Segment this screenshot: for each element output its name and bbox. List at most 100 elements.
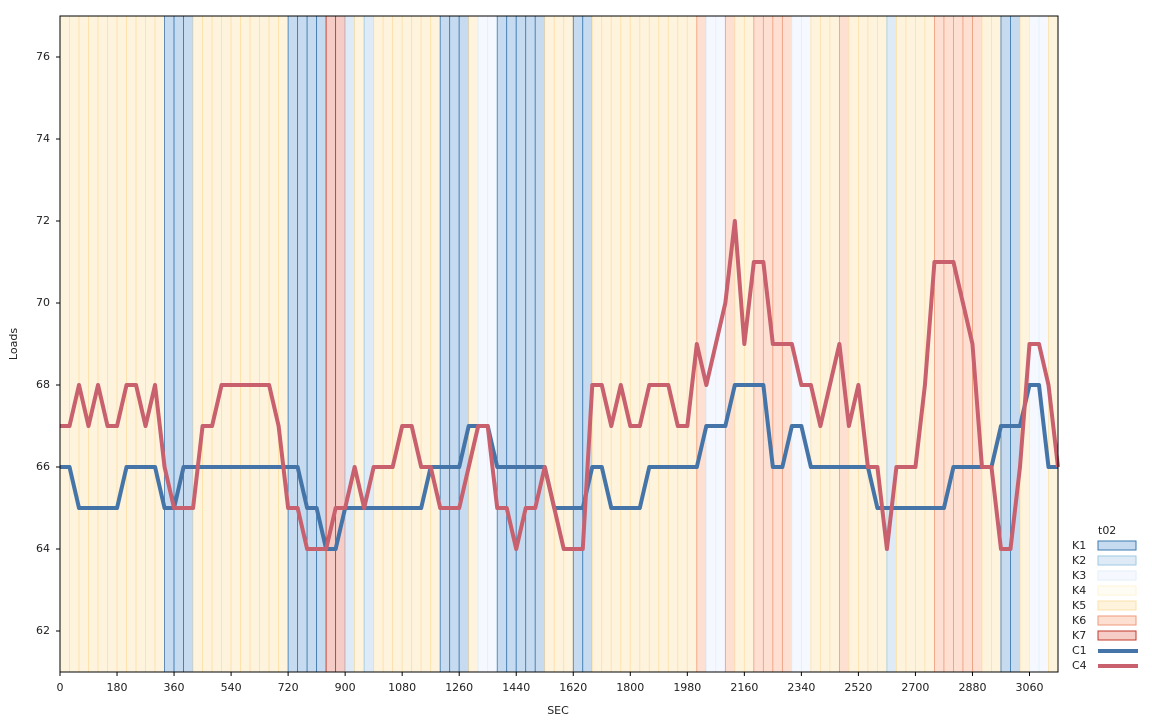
- legend-swatch: [1097, 540, 1137, 551]
- band: [658, 15, 669, 673]
- band: [591, 15, 603, 673]
- band: [411, 15, 422, 673]
- band: [240, 15, 251, 673]
- x-tick-label: 2700: [901, 681, 929, 694]
- band: [496, 15, 508, 673]
- band: [373, 15, 384, 673]
- band: [202, 15, 213, 673]
- band: [896, 15, 907, 673]
- band: [164, 15, 175, 673]
- band: [610, 15, 622, 673]
- band: [145, 15, 156, 673]
- band: [278, 15, 289, 673]
- legend-swatch: [1097, 600, 1137, 611]
- band: [981, 15, 992, 673]
- band: [1048, 15, 1059, 673]
- band: [287, 15, 299, 673]
- legend-label: K3: [1072, 569, 1086, 582]
- legend-swatch: [1097, 615, 1137, 626]
- band: [886, 15, 897, 673]
- y-tick-label: 70: [36, 296, 50, 309]
- band: [135, 15, 146, 673]
- y-tick-label: 68: [36, 378, 50, 391]
- x-tick-label: 3060: [1015, 681, 1043, 694]
- band: [534, 15, 546, 673]
- legend-label: K1: [1072, 539, 1086, 552]
- band: [116, 15, 127, 673]
- band: [154, 15, 165, 673]
- band: [724, 15, 736, 673]
- y-tick-label: 72: [36, 214, 50, 227]
- legend: K1 K2 K3 K4 K5 K6 K7 C1 C4: [1072, 539, 1138, 672]
- band: [458, 15, 470, 673]
- band: [848, 15, 859, 673]
- legend-label: K6: [1072, 614, 1086, 627]
- x-tick-label: 2160: [730, 681, 758, 694]
- y-axis-label: Loads: [7, 328, 20, 360]
- band: [1010, 15, 1021, 673]
- legend-label: K7: [1072, 629, 1086, 642]
- axes: 0 180 360 540 720 900 1080 1260 1440 1620 1800 1980…: [36, 50, 1043, 694]
- band: [506, 15, 517, 673]
- band: [107, 15, 118, 673]
- band: [553, 15, 565, 673]
- band: [677, 15, 688, 673]
- legend-label: C1: [1072, 644, 1087, 657]
- band: [249, 15, 261, 673]
- band: [953, 15, 964, 673]
- x-tick-label: 1800: [616, 681, 644, 694]
- band: [420, 15, 432, 673]
- band: [648, 15, 660, 673]
- x-tick-label: 540: [221, 681, 242, 694]
- legend-label: K4: [1072, 584, 1086, 597]
- x-axis-label: SEC: [547, 704, 569, 717]
- band: [800, 15, 812, 673]
- y-tick-label: 62: [36, 624, 50, 637]
- band: [515, 15, 527, 673]
- band: [344, 15, 356, 673]
- x-tick-label: 1260: [445, 681, 473, 694]
- y-tick-label: 74: [36, 132, 50, 145]
- band: [401, 15, 413, 673]
- band: [230, 15, 241, 673]
- band: [363, 15, 375, 673]
- band: [316, 15, 327, 673]
- legend-title: t02: [1098, 524, 1116, 537]
- x-tick-label: 0: [57, 681, 64, 694]
- band: [354, 15, 365, 673]
- x-tick-label: 1080: [388, 681, 416, 694]
- band: [439, 15, 451, 673]
- band: [221, 15, 232, 673]
- band: [183, 15, 194, 673]
- legend-swatch: [1097, 585, 1137, 596]
- band: [297, 15, 308, 673]
- band: [173, 15, 184, 673]
- x-tick-label: 2340: [787, 681, 815, 694]
- band: [88, 15, 99, 673]
- bands: [59, 15, 1059, 673]
- x-tick-label: 360: [164, 681, 185, 694]
- band: [867, 15, 878, 673]
- y-tick-label: 64: [36, 542, 50, 555]
- band: [991, 15, 1002, 673]
- legend-label: C4: [1072, 659, 1087, 672]
- band: [544, 15, 555, 673]
- series-line: [60, 219, 1060, 551]
- band: [325, 15, 337, 673]
- x-tick-label: 2880: [958, 681, 986, 694]
- x-tick-label: 1620: [559, 681, 587, 694]
- band: [943, 15, 954, 673]
- band: [667, 15, 679, 673]
- band: [858, 15, 869, 673]
- y-tick-label: 76: [36, 50, 50, 63]
- band: [629, 15, 641, 673]
- band: [382, 15, 394, 673]
- x-tick-label: 900: [335, 681, 356, 694]
- x-tick-label: 2520: [844, 681, 872, 694]
- band: [753, 15, 764, 673]
- band: [819, 15, 831, 673]
- band: [468, 15, 479, 673]
- legend-swatch: [1097, 630, 1137, 641]
